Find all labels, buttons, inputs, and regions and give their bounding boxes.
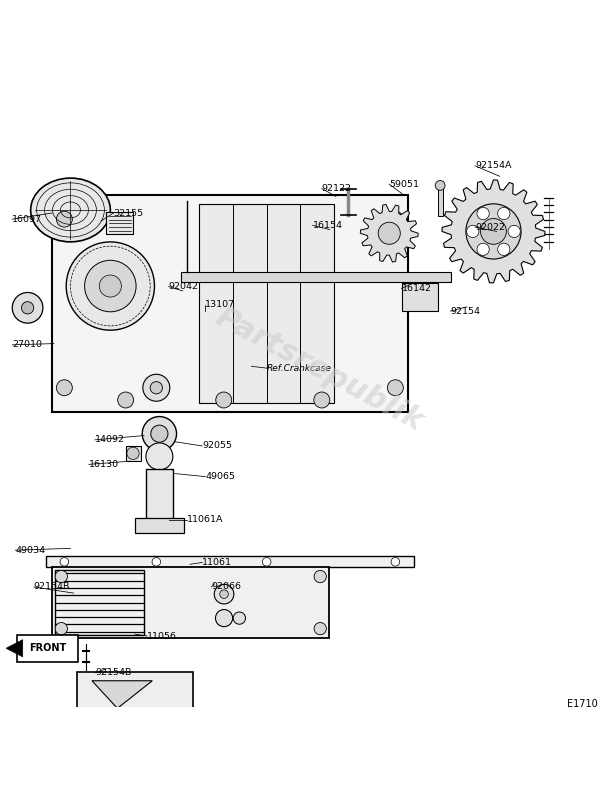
Circle shape [152,558,161,566]
Text: 49065: 49065 [205,472,235,481]
Circle shape [216,392,232,408]
Bar [77,671,193,718]
Text: 49034: 49034 [15,546,45,554]
Text: 92154: 92154 [451,306,481,316]
Bar [199,204,334,403]
Bar [52,567,329,638]
Polygon shape [360,205,418,262]
Ellipse shape [31,178,110,242]
Circle shape [466,226,479,238]
Text: 92022: 92022 [475,222,505,232]
Circle shape [508,226,520,238]
Circle shape [55,570,67,582]
Polygon shape [6,640,23,657]
Text: 92066: 92066 [211,582,242,591]
Circle shape [314,570,326,582]
Text: 11061: 11061 [202,558,232,567]
Circle shape [99,275,121,297]
Text: 32155: 32155 [113,209,143,218]
Bar [146,469,173,527]
Circle shape [127,447,139,459]
Circle shape [262,558,271,566]
Circle shape [55,622,67,634]
Bar [402,283,438,311]
Text: Partsrepublik: Partsrepublik [210,302,428,437]
FancyBboxPatch shape [17,634,78,662]
Circle shape [387,380,403,396]
Circle shape [66,242,154,330]
Text: 92055: 92055 [202,442,232,450]
Polygon shape [442,180,545,283]
Circle shape [118,392,134,408]
Text: 92122: 92122 [322,184,352,193]
Bar [135,518,184,533]
Text: 16130: 16130 [89,460,119,469]
Bar [106,213,133,234]
Text: 59051: 59051 [389,180,419,189]
Circle shape [215,610,232,626]
Text: 16154: 16154 [313,221,343,230]
Circle shape [85,260,136,312]
Text: Ref.Crankcase: Ref.Crankcase [267,364,332,373]
Circle shape [131,725,139,732]
Circle shape [435,181,445,190]
Circle shape [56,211,72,227]
Circle shape [150,382,162,394]
Circle shape [314,392,330,408]
Bar [46,556,414,567]
Text: 11056: 11056 [147,631,177,641]
Circle shape [378,222,400,244]
Circle shape [466,204,521,259]
Circle shape [219,590,228,598]
Circle shape [391,558,400,566]
Circle shape [477,207,489,220]
Circle shape [477,243,489,255]
Circle shape [498,243,510,255]
Bar [55,570,143,634]
Circle shape [56,380,72,396]
Bar [438,186,443,216]
Circle shape [21,302,34,314]
Text: 14092: 14092 [95,435,125,444]
Bar [52,194,408,412]
Circle shape [60,558,69,566]
Circle shape [12,293,43,323]
Text: 92154B: 92154B [95,668,131,678]
Text: FRONT: FRONT [29,643,66,654]
Text: E1710: E1710 [567,699,598,709]
Bar [181,273,451,282]
Polygon shape [92,681,153,708]
Text: 16142: 16142 [402,284,432,293]
Bar [126,446,141,462]
Circle shape [314,622,326,634]
Circle shape [151,425,168,442]
Circle shape [214,584,234,604]
Circle shape [142,417,177,451]
Circle shape [498,207,510,220]
Text: 13107: 13107 [205,301,235,310]
Text: 16097: 16097 [12,214,42,224]
Circle shape [481,218,506,244]
Text: 92042: 92042 [169,282,199,291]
Circle shape [387,211,403,227]
Circle shape [143,374,170,402]
Text: 11061A: 11061A [187,515,224,524]
Circle shape [146,443,173,470]
Text: 27010: 27010 [12,340,42,350]
Text: 92154A: 92154A [475,162,512,170]
Circle shape [233,612,245,624]
Text: 92154B: 92154B [34,582,70,591]
